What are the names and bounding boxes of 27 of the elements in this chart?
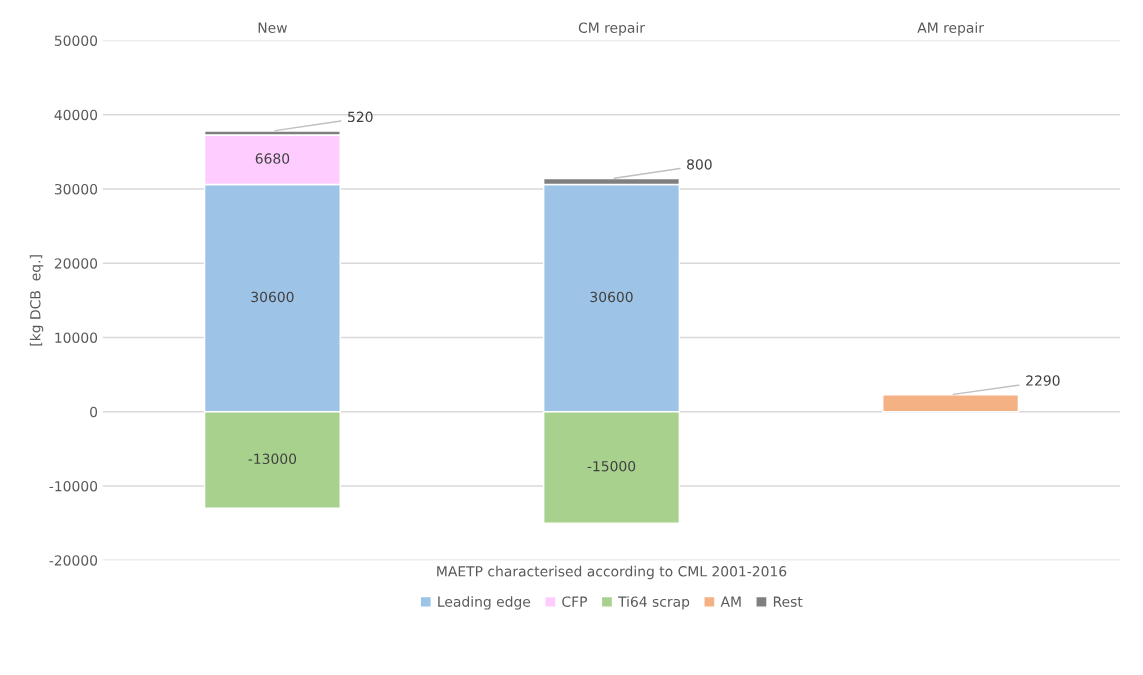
y-tick-label: 10000: [55, 332, 98, 343]
data-label: 800: [687, 159, 712, 170]
legend-label: CFP: [562, 596, 588, 607]
data-label: 30600: [251, 291, 294, 303]
y-tick-label: 40000: [54, 109, 98, 121]
x-tick-label: New: [258, 22, 287, 33]
y-tick-label: -20000: [49, 555, 98, 566]
bar: [882, 394, 1020, 413]
legend-label: AM: [720, 596, 741, 607]
y-tick-label: 30000: [54, 183, 98, 195]
data-label: 520: [348, 111, 373, 123]
y-axis-title: [kg DCB eq.]: [29, 255, 44, 346]
x-tick-label: AM repair: [917, 22, 984, 36]
data-label: 6680: [255, 153, 290, 164]
y-tick-label: 20000: [54, 258, 98, 269]
legend-label: Leading edge: [438, 596, 531, 610]
x-tick-label: CM repair: [578, 22, 645, 36]
y-tick-label: 0: [90, 406, 98, 418]
legend-label: Ti64 scrap: [618, 596, 690, 610]
data-label: -15000: [587, 460, 636, 472]
data-label: 2290: [1026, 375, 1060, 386]
y-tick-label: 50000: [54, 35, 98, 46]
legend-label: Rest: [773, 596, 803, 607]
data-label: 30600: [590, 291, 633, 303]
x-axis-title: MAETP characterised according to CML 2001-2016: [437, 565, 787, 580]
data-label: -13000: [248, 453, 297, 465]
y-tick-label: -10000: [49, 480, 98, 492]
